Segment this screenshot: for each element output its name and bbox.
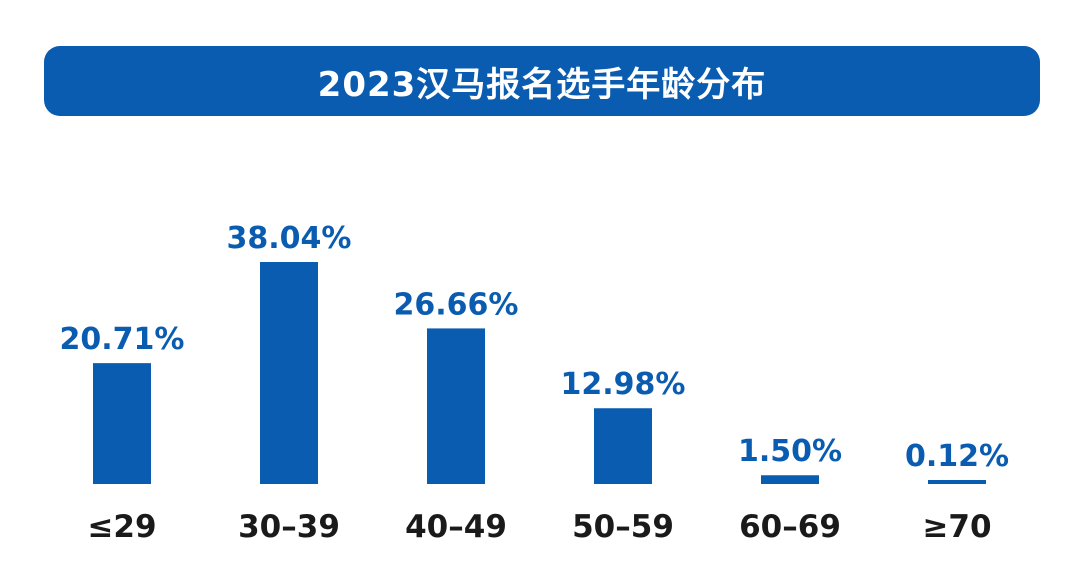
category-label-1: 30–39 [238,509,340,545]
category-label-5: ≥70 [922,509,991,545]
value-label-1: 38.04% [227,221,352,256]
value-label-5: 0.12% [905,439,1009,474]
bar-2 [427,328,485,484]
bar-1 [260,262,318,484]
bar-4 [761,475,819,484]
category-label-0: ≤29 [87,509,156,545]
bar-3 [594,408,652,484]
category-label-4: 60–69 [739,509,841,545]
category-label-2: 40–49 [405,509,507,545]
category-label-3: 50–59 [572,509,674,545]
value-label-3: 12.98% [561,367,686,402]
bar-0 [93,363,151,484]
value-label-0: 20.71% [60,322,185,357]
bar-5 [928,480,986,484]
value-label-4: 1.50% [738,434,842,469]
value-label-2: 26.66% [394,287,519,322]
title-banner: 2023汉马报名选手年龄分布 [44,46,1040,116]
chart-title: 2023汉马报名选手年龄分布 [317,64,767,105]
